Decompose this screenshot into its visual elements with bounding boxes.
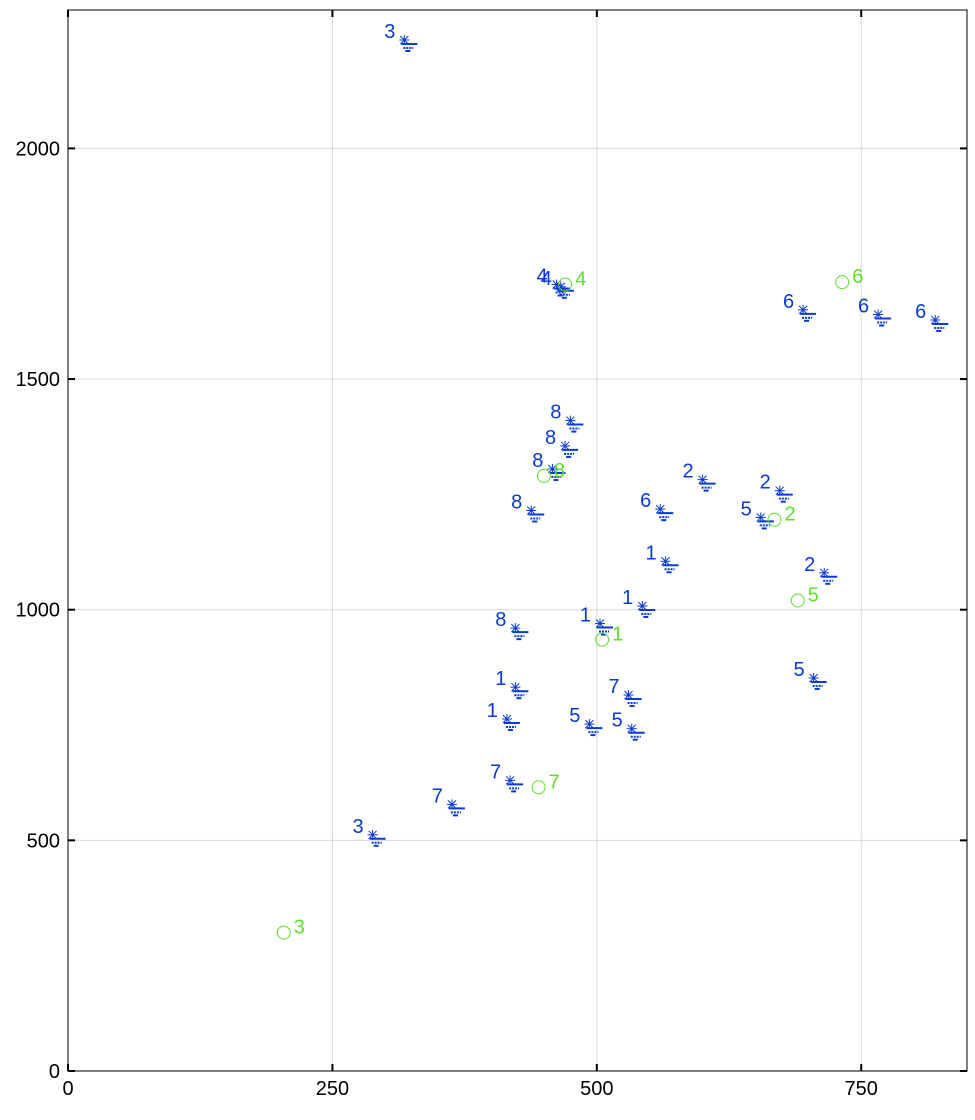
point-label: 8 xyxy=(545,427,556,449)
point-label: 1 xyxy=(487,700,498,722)
x-tick-label: 750 xyxy=(845,1078,878,1100)
point-label: 5 xyxy=(794,659,805,681)
point-label: 7 xyxy=(549,771,560,793)
point-label: 3 xyxy=(384,21,395,43)
point-label: 4 xyxy=(537,265,548,287)
star-marker xyxy=(565,415,584,433)
grid-lines xyxy=(68,10,967,1071)
star-marker xyxy=(584,719,603,737)
star-marker xyxy=(510,682,529,700)
circle-marker xyxy=(531,780,546,795)
star-marker xyxy=(774,485,793,503)
circle-marker xyxy=(835,275,850,290)
point-label: 6 xyxy=(852,266,863,288)
star-marker xyxy=(637,601,656,619)
point-label: 8 xyxy=(495,609,506,631)
axis-tick-labels: 0 250 500 750 0 500 1000 1500 2000 xyxy=(16,138,878,1100)
star-marker xyxy=(501,714,520,732)
star-marker xyxy=(626,723,645,741)
point-label: 8 xyxy=(550,402,561,424)
star-marker xyxy=(873,309,892,327)
star-marker xyxy=(505,775,524,793)
star-marker xyxy=(547,463,566,481)
star-marker xyxy=(367,829,386,847)
x-tick-label: 500 xyxy=(580,1078,613,1100)
point-label: 2 xyxy=(804,554,815,576)
circle-marker xyxy=(790,593,805,608)
star-marker xyxy=(655,504,674,522)
point-label: 5 xyxy=(569,705,580,727)
point-label: 1 xyxy=(612,624,623,646)
axis-ticks xyxy=(67,10,967,1072)
point-label: 5 xyxy=(808,584,819,606)
point-label: 6 xyxy=(915,301,926,323)
point-label: 3 xyxy=(294,917,305,939)
star-marker xyxy=(446,799,465,817)
y-tick-label: 2000 xyxy=(16,138,61,160)
point-label: 1 xyxy=(580,605,591,627)
star-marker xyxy=(560,440,579,458)
x-tick-label: 250 xyxy=(316,1078,349,1100)
point-label: 7 xyxy=(490,761,501,783)
star-marker xyxy=(798,304,817,322)
point-label: 8 xyxy=(511,492,522,514)
point-label: 4 xyxy=(541,268,552,290)
star-marker xyxy=(526,505,545,523)
circle-marker xyxy=(536,468,551,483)
star-marker xyxy=(594,618,613,636)
star-marker xyxy=(623,690,642,708)
circle-marker xyxy=(595,632,610,647)
star-marker xyxy=(930,314,949,332)
point-label: 5 xyxy=(612,710,623,732)
star-marker xyxy=(697,474,716,492)
plot-frame xyxy=(67,9,968,1072)
point-label: 2 xyxy=(682,461,693,483)
point-label: 7 xyxy=(608,676,619,698)
y-tick-label: 1500 xyxy=(16,369,61,391)
point-label: 1 xyxy=(622,587,633,609)
plot-background xyxy=(68,10,967,1071)
point-label: 1 xyxy=(495,668,506,690)
star-marker xyxy=(755,512,774,530)
x-tick-label: 0 xyxy=(62,1078,73,1100)
circle-marker xyxy=(276,925,291,940)
point-label: 7 xyxy=(432,785,443,807)
data-points xyxy=(276,34,949,940)
point-label: 2 xyxy=(785,504,796,526)
point-label: 4 xyxy=(575,268,586,290)
star-marker xyxy=(808,672,827,690)
y-tick-label: 0 xyxy=(49,1061,60,1083)
point-label: 1 xyxy=(645,542,656,564)
point-label: 8 xyxy=(554,460,565,482)
y-tick-label: 1000 xyxy=(16,600,61,622)
star-marker xyxy=(510,623,529,641)
point-label: 6 xyxy=(783,291,794,313)
y-tick-label: 500 xyxy=(27,830,60,852)
star-marker xyxy=(399,34,418,52)
point-label: 6 xyxy=(640,490,651,512)
point-label: 6 xyxy=(858,295,869,317)
circle-marker xyxy=(767,512,782,527)
point-label: 8 xyxy=(532,450,543,472)
star-marker xyxy=(660,556,679,574)
star-marker xyxy=(819,567,838,585)
point-label: 5 xyxy=(741,498,752,520)
point-label: 3 xyxy=(352,816,363,838)
point-label: 2 xyxy=(760,472,771,494)
circle-marker xyxy=(558,277,573,292)
